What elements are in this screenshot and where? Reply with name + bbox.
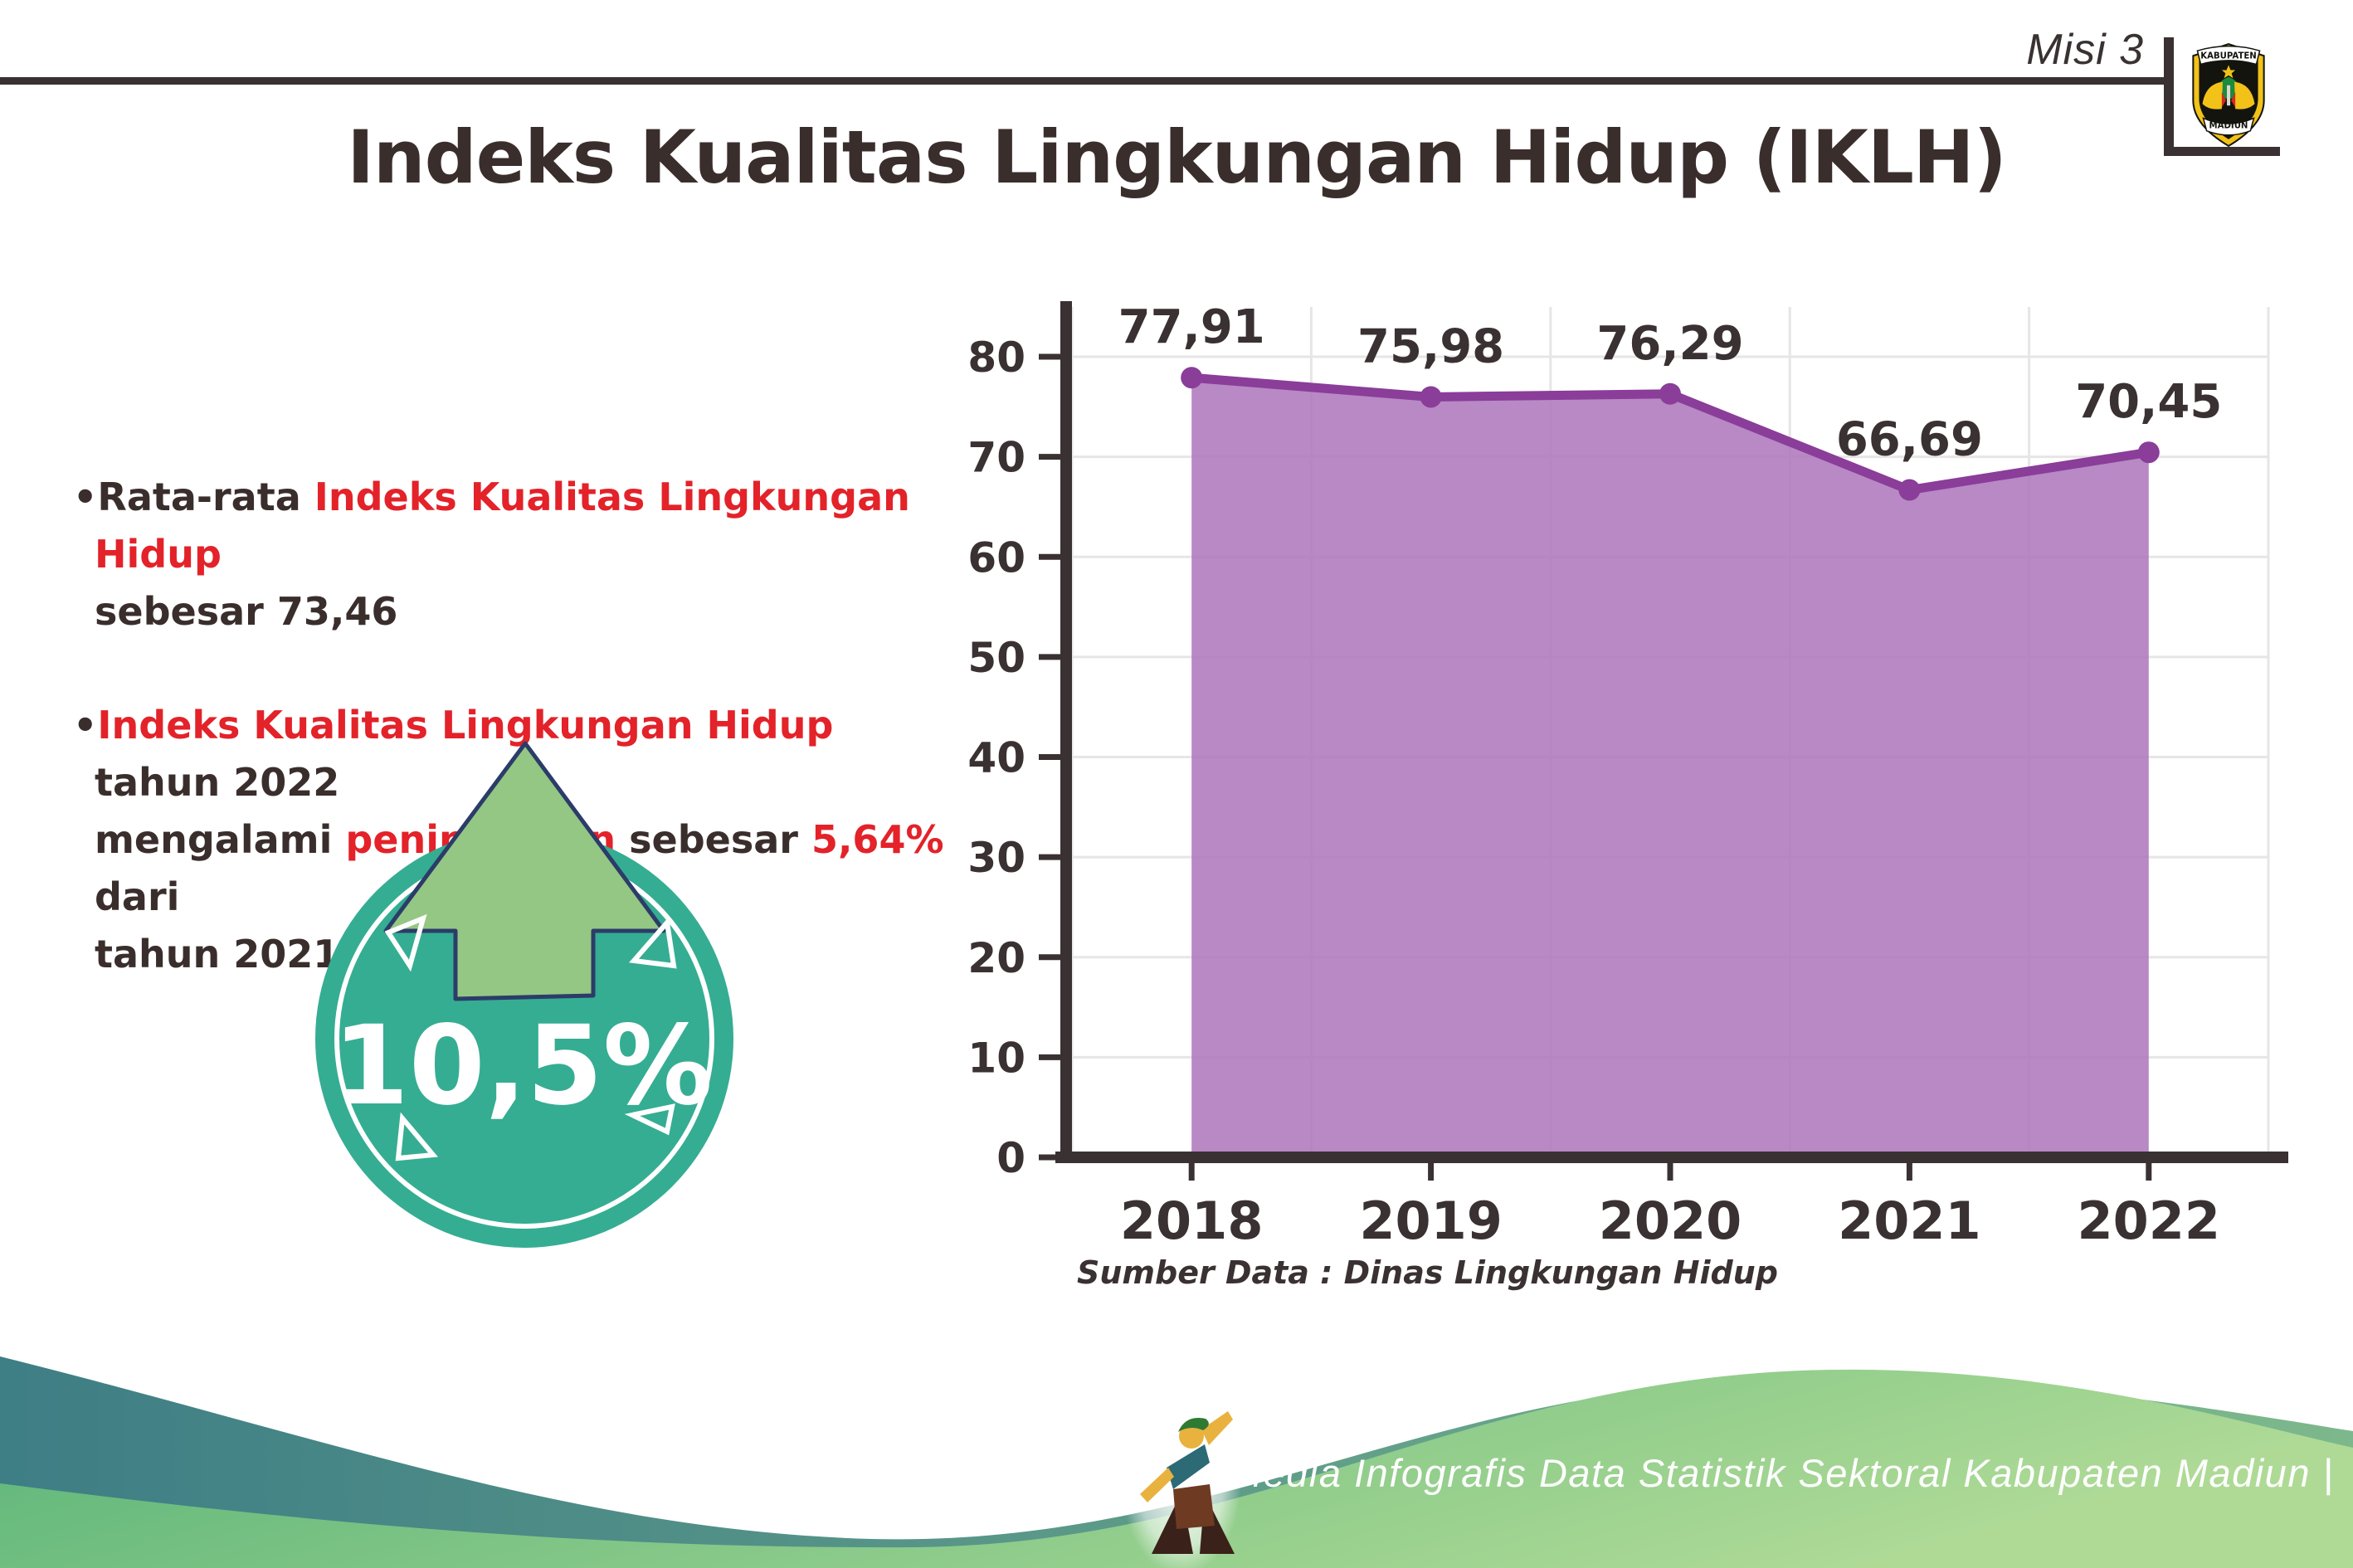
data-label: 77,91: [1118, 300, 1265, 354]
data-point: [1898, 479, 1921, 501]
y-axis-label: 40: [967, 734, 1025, 782]
y-axis-label: 20: [967, 934, 1025, 982]
bullet-text-segment: Indeks Kualitas Lingkungan Hidup: [97, 703, 834, 747]
x-axis-label: 2022: [2078, 1191, 2221, 1251]
data-label: 75,98: [1357, 319, 1504, 373]
logo-wing-left-icon: [2202, 81, 2223, 110]
y-axis-label: 80: [967, 334, 1025, 382]
iklh-area-chart: 0 10 20 30 40 50 60 70 80 2018 2019 2020 2021 2022 77,…: [967, 300, 2288, 1251]
y-axis-label: 60: [967, 533, 1025, 582]
data-label: 66,69: [1836, 413, 1983, 467]
logo-ribbon-top: [2196, 45, 2261, 66]
x-axis-label: 2019: [1359, 1191, 1503, 1251]
bullet-text-segment: Indeks Kualitas Lingkungan Hidup: [95, 475, 910, 577]
bullet-text-segment: 5,64%: [811, 817, 944, 862]
logo-spear-icon: [2226, 85, 2231, 106]
bullet-text-segment: tahun 2022: [95, 760, 340, 805]
logo-star-icon: [2221, 65, 2236, 79]
increase-badge: 10,5%: [315, 741, 733, 1248]
bullet-text-segment: Rata-rata: [97, 475, 314, 519]
x-axis-label: 2020: [1599, 1191, 1742, 1251]
logo-wing-right-icon: [2234, 81, 2255, 110]
logo-frame-vertical: [2164, 37, 2174, 156]
header-rule: [0, 77, 2164, 85]
bullet-text-segment: sebesar 73,46: [95, 589, 398, 634]
data-label: 70,45: [2075, 375, 2222, 429]
y-axis-label: 10: [967, 1034, 1025, 1082]
bullet-text-segment: dari: [95, 874, 180, 919]
bullet-glyph: •: [73, 475, 98, 519]
y-axis-label: 30: [967, 834, 1025, 882]
footer-caption: Media Infografis Data Statistik Sektoral…: [1230, 1451, 2335, 1495]
area-fill: [1191, 377, 2149, 1157]
logo-flame-left-icon: [2221, 91, 2226, 108]
logo-flame-right-icon: [2231, 91, 2236, 108]
x-axis-label: 2021: [1838, 1191, 1981, 1251]
bullet-text-segment: sebesar: [616, 817, 811, 862]
data-source-note: Sumber Data : Dinas Lingkungan Hidup: [1077, 1254, 1778, 1291]
dancer-mascot-icon: [1122, 1390, 1241, 1568]
badge-triangle-se-icon: [624, 1103, 675, 1136]
logo-ribbon-bottom: [2202, 117, 2255, 136]
badge-value: 10,5%: [333, 1002, 713, 1130]
mission-label: Misi 3: [2026, 26, 2144, 74]
logo-bottom-text: MADIUN: [2209, 122, 2248, 131]
bullet-item: •Rata-rata Indeks Kualitas Lingkungan Hi…: [73, 469, 969, 640]
data-label: 76,29: [1596, 317, 1743, 371]
logo-frame-horizontal: [2164, 147, 2280, 156]
bullet-text-segment: mengalami: [95, 817, 346, 862]
badge-triangle-ne-icon: [629, 917, 677, 969]
y-axis-label: 50: [967, 634, 1025, 682]
key-findings-list: •Rata-rata Indeks Kualitas Lingkungan Hi…: [73, 469, 969, 1040]
badge-triangle-nw-icon: [384, 913, 427, 972]
kabupaten-madiun-logo: KABUPATEN MADIUN: [2192, 43, 2265, 148]
logo-top-text: KABUPATEN: [2200, 51, 2257, 61]
page-title: Indeks Kualitas Lingkungan Hidup (IKLH): [347, 114, 2007, 200]
y-axis-label: 0: [996, 1134, 1025, 1182]
data-point: [1420, 386, 1442, 408]
data-point: [2137, 441, 2160, 464]
wave-green: [0, 1369, 2353, 1568]
x-axis-label: 2018: [1120, 1191, 1264, 1251]
data-point: [1659, 382, 1681, 405]
footer-wave-band: [0, 1356, 2353, 1568]
badge-triangle-sw-icon: [395, 1112, 438, 1161]
y-axis-label: 70: [967, 434, 1025, 482]
bullet-glyph: •: [73, 703, 98, 747]
data-point: [1181, 367, 1203, 389]
bullet-text-segment: tahun 2021: [95, 932, 340, 976]
